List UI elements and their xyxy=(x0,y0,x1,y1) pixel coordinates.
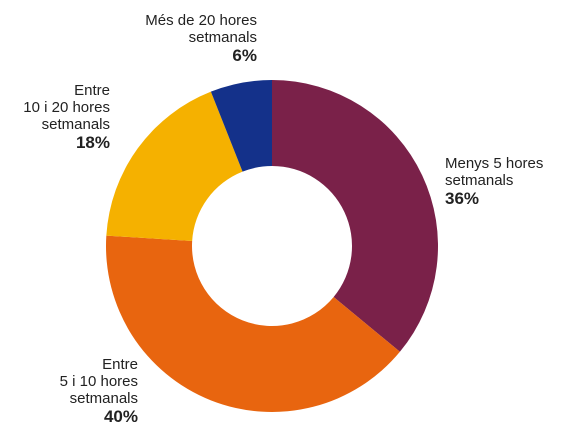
donut-slice xyxy=(106,235,400,412)
value-label: 6% xyxy=(232,46,257,65)
slice-label: Entre 10 i 20 hores setmanals 18% xyxy=(23,82,110,153)
donut-slice xyxy=(272,80,438,352)
donut-slice xyxy=(106,91,243,241)
category-name: Menys 5 hores setmanals xyxy=(445,155,544,189)
slice-label: Menys 5 hores setmanals 36% xyxy=(445,155,543,209)
value-label: 18% xyxy=(75,133,110,152)
value-label: 36% xyxy=(445,189,480,208)
category-name: Entre 10 i 20 hores setmanals xyxy=(23,82,110,133)
value-label: 40% xyxy=(103,407,138,426)
category-name: Entre 5 i 10 hores setmanals xyxy=(59,356,138,407)
donut-slice xyxy=(210,80,272,172)
category-name: Més de 20 hores setmanals xyxy=(145,12,257,46)
slice-label: Entre 5 i 10 hores setmanals 40% xyxy=(60,356,138,427)
slice-label: Més de 20 hores setmanals 6% xyxy=(145,12,257,66)
